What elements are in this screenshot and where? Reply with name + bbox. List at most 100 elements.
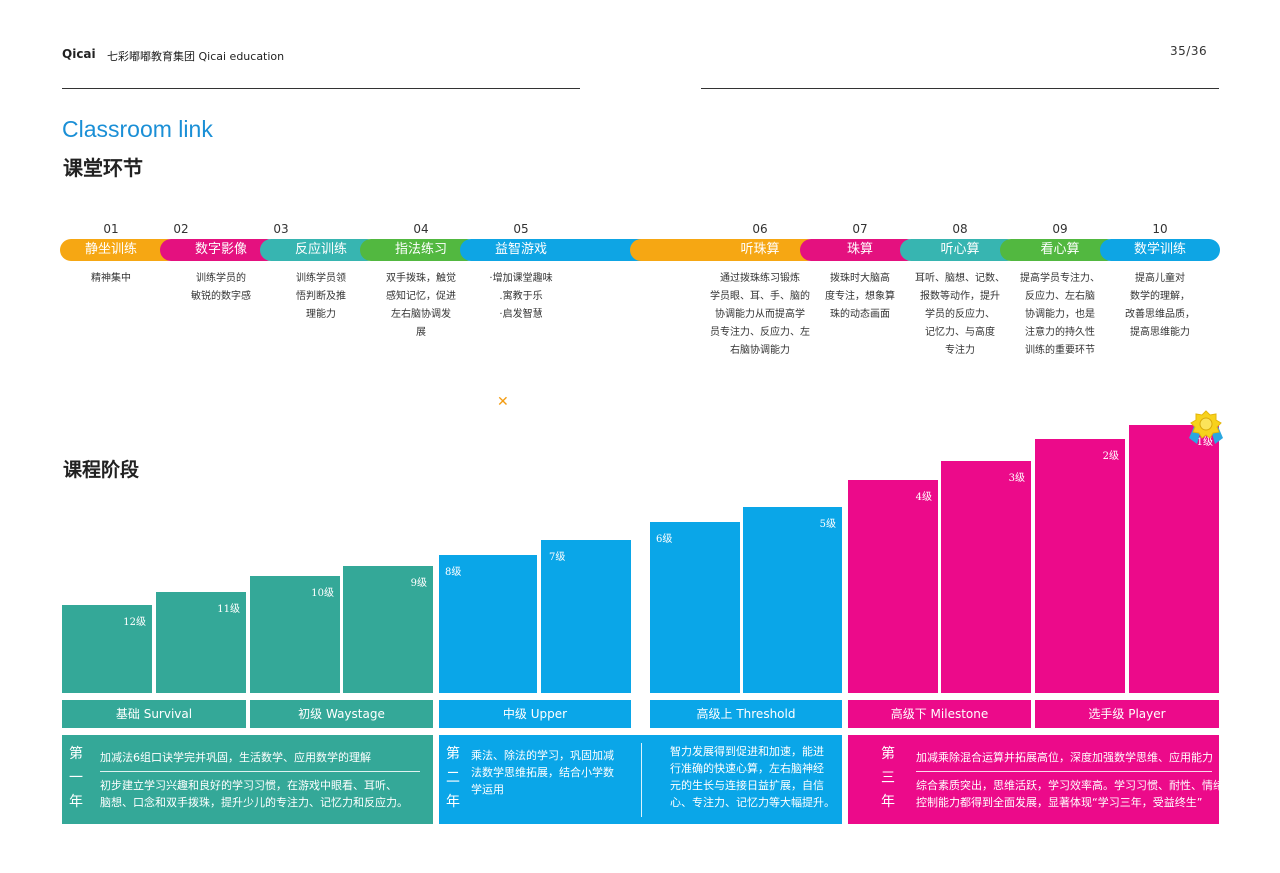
level-label-10: 3级	[1008, 473, 1025, 484]
year-2-char-3: 年	[446, 794, 460, 810]
timeline-pill-3	[260, 239, 378, 261]
level-label-5: 8级	[445, 567, 462, 578]
step-number-9: 09	[1052, 222, 1068, 236]
stage-label-2: 初级 Waystage	[250, 700, 433, 728]
year-2-box-right: 智力发展得到促进和加速，能进 行准确的快速心算，左右脑神经 元的生长与连接日益扩…	[631, 735, 842, 824]
level-bar-5: 8级	[439, 555, 537, 693]
timeline-pill-1	[60, 239, 178, 261]
step-number-1: 01	[103, 222, 119, 236]
timeline-pill-2	[160, 239, 278, 261]
year-3-line1: 加减乘除混合运算并拓展高位，深度加强数学思维、应用能力	[916, 751, 1213, 764]
year-3-box: 第三年 加减乘除混合运算并拓展高位，深度加强数学思维、应用能力 综合素质突出，思…	[848, 735, 1224, 824]
step-description-9: 提高学员专注力、 反应力、左右脑 协调能力，也是 注意力的持久性 训练的重要环节	[1020, 273, 1100, 356]
year-1-separator	[100, 771, 420, 772]
cross-icon: ✕	[497, 394, 509, 410]
step-number-5: 05	[513, 222, 529, 236]
level-bar-1: 12级	[62, 605, 152, 693]
step-number-2: 02	[173, 222, 189, 236]
level-bar-2: 11级	[156, 592, 246, 693]
timeline-pill-10	[1100, 239, 1220, 261]
year-2-char-2: 二	[446, 770, 460, 786]
brand-name: 七彩嘟嘟教育集团 Qicai education	[107, 50, 285, 63]
step-description-1: 精神集中	[91, 273, 131, 284]
year-1-char-2: 一	[69, 770, 83, 786]
step-description-6: 通过拨珠练习锻炼 学员眼、耳、手、脑的 协调能力从而提高学 员专注力、反应力、左…	[710, 273, 810, 356]
year-2-text-left: 乘法、除法的学习，巩固加减 法数学思维拓展，结合小学数 学运用	[471, 749, 614, 796]
page-number: 35/36	[1170, 44, 1208, 58]
level-label-12: 1级	[1196, 437, 1213, 448]
timeline-pill-7	[800, 239, 918, 261]
step-number-10: 10	[1152, 222, 1168, 236]
year-1-char-1: 第	[69, 746, 83, 762]
year-1-line2: 初步建立学习兴趣和良好的学习习惯，在游戏中眼看、耳听、 脑想、口念和双手拨珠，提…	[100, 779, 408, 809]
stage-label-3: 中级 Upper	[439, 700, 631, 728]
stage-label-1: 基础 Survival	[62, 700, 246, 728]
level-label-6: 7级	[549, 552, 566, 563]
step-label-3: 反应训练	[294, 242, 347, 257]
step-label-8: 听心算	[940, 242, 980, 257]
year-3-char-1: 第	[881, 746, 895, 762]
timeline-pill-4	[360, 239, 478, 261]
step-description-5: ·增加课堂趣味 .寓教于乐 ·启发智慧	[489, 273, 553, 320]
step-description-4: 双手拨珠，触觉 感知记忆，促进 左右脑协调发 展	[386, 273, 456, 338]
level-label-2: 11级	[217, 604, 240, 615]
year-3-char-3: 年	[881, 794, 895, 810]
timeline-pill-6	[630, 239, 818, 261]
step-number-6: 06	[752, 222, 768, 236]
year-2-char-1: 第	[446, 746, 460, 762]
timeline-pill-8	[900, 239, 1018, 261]
qicai-logo: Qicai	[62, 47, 96, 61]
year-3-char-2: 三	[881, 770, 895, 786]
stage-label-4: 高级上 Threshold	[650, 700, 842, 728]
year-1-char-3: 年	[69, 794, 83, 810]
header-rule-left	[62, 88, 580, 89]
level-bar-12: 1级	[1129, 425, 1219, 693]
step-label-10: 数学训练	[1133, 242, 1186, 257]
step-label-9: 看心算	[1040, 242, 1080, 257]
step-description-10: 提高儿童对 数学的理解， 改善思维品质， 提高思维能力	[1125, 273, 1195, 338]
course-stages-title: 课程阶段	[63, 459, 140, 481]
level-bar-4: 9级	[343, 566, 433, 693]
step-label-1: 静坐训练	[84, 242, 137, 257]
level-label-1: 12级	[123, 617, 146, 628]
step-description-2: 训练学员的 敏锐的数字感	[191, 273, 251, 302]
title-chinese: 课堂环节	[63, 156, 143, 180]
medal-icon	[1189, 410, 1223, 444]
svg-text:Qicai: Qicai	[62, 47, 96, 61]
step-description-3: 训练学员领 悟判断及推 理能力	[296, 273, 346, 320]
level-label-11: 2级	[1102, 451, 1119, 462]
level-label-4: 9级	[410, 578, 427, 589]
year-3-separator	[916, 771, 1212, 772]
timeline-pill-5	[460, 239, 660, 261]
level-bar-7: 6级	[650, 522, 740, 693]
step-description-8: 耳听、脑想、记数、 报数等动作，提升 学员的反应力、 记忆力、与高度 专注力	[915, 273, 1005, 356]
header-rule-right	[701, 88, 1219, 89]
level-label-9: 4级	[915, 492, 932, 503]
level-label-7: 6级	[656, 534, 673, 545]
level-bar-3: 10级	[250, 576, 340, 693]
timeline-pill-9	[1000, 239, 1118, 261]
year-2-divider	[641, 743, 642, 817]
level-bar-11: 2级	[1035, 439, 1125, 693]
year-2-text-right: 智力发展得到促进和加速，能进 行准确的快速心算，左右脑神经 元的生长与连接日益扩…	[670, 745, 835, 809]
stage-label-6: 选手级 Player	[1035, 700, 1219, 728]
step-label-5: 益智游戏	[494, 242, 547, 257]
title-english: Classroom link	[62, 116, 213, 142]
step-number-4: 04	[413, 222, 429, 236]
level-label-3: 10级	[311, 588, 334, 599]
step-description-7: 拨珠时大脑高 度专注，想象算 珠的动态画面	[825, 273, 895, 320]
level-bar-6: 7级	[541, 540, 631, 693]
step-number-3: 03	[273, 222, 289, 236]
year-3-line2: 综合素质突出，思维活跃，学习效率高。学习习惯、耐性、情绪 控制能力都得到全面发展…	[916, 779, 1224, 809]
stage-label-5: 高级下 Milestone	[848, 700, 1031, 728]
level-bar-8: 5级	[743, 507, 842, 693]
level-bar-9: 4级	[848, 480, 938, 693]
step-label-4: 指法练习	[394, 242, 447, 257]
step-label-7: 珠算	[846, 242, 873, 257]
step-label-6: 听珠算	[740, 242, 780, 257]
year-2-box: 第二年 乘法、除法的学习，巩固加减 法数学思维拓展，结合小学数 学运用	[439, 735, 631, 824]
year-1-line1: 加减法6组口诀学完并巩固，生活数学、应用数学的理解	[100, 751, 371, 764]
step-label-2: 数字影像	[194, 242, 247, 257]
step-number-7: 07	[852, 222, 868, 236]
level-bar-10: 3级	[941, 461, 1031, 693]
